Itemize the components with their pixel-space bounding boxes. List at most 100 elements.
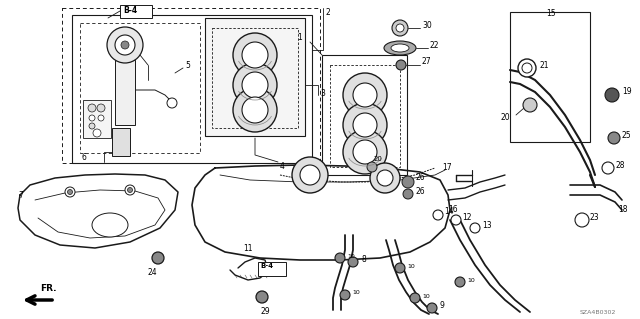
Circle shape [89, 115, 95, 121]
Circle shape [121, 41, 129, 49]
Circle shape [518, 59, 536, 77]
Text: B-4: B-4 [123, 6, 137, 15]
Text: 18: 18 [618, 205, 627, 214]
Circle shape [67, 189, 72, 195]
Circle shape [107, 27, 143, 63]
Circle shape [427, 303, 437, 313]
Text: 17: 17 [442, 164, 452, 173]
Text: 5: 5 [185, 61, 190, 70]
Text: 11: 11 [243, 244, 253, 253]
Bar [83, 100, 111, 138]
Circle shape [343, 130, 387, 174]
Text: 28: 28 [616, 160, 625, 169]
Circle shape [353, 113, 377, 137]
Circle shape [370, 163, 400, 193]
Text: 13: 13 [482, 220, 492, 229]
Circle shape [396, 24, 404, 32]
Circle shape [455, 277, 465, 287]
Text: 1: 1 [297, 33, 302, 42]
Text: FR.: FR. [40, 284, 56, 293]
Text: B-4: B-4 [260, 263, 273, 269]
Circle shape [242, 72, 268, 98]
Text: 3: 3 [320, 88, 325, 98]
Bar [120, 5, 152, 18]
Circle shape [340, 290, 350, 300]
Circle shape [353, 140, 377, 164]
Text: 26: 26 [415, 188, 424, 197]
Text: 23: 23 [590, 212, 600, 221]
Text: 10: 10 [347, 254, 355, 258]
Circle shape [343, 103, 387, 147]
Text: 27: 27 [422, 57, 431, 66]
Bar [330, 65, 400, 167]
Bar [62, 8, 320, 163]
Circle shape [65, 187, 75, 197]
Circle shape [152, 252, 164, 264]
Text: 10: 10 [467, 278, 475, 283]
Circle shape [348, 257, 358, 267]
Text: 6: 6 [82, 152, 87, 161]
Text: SZA4B0302: SZA4B0302 [580, 310, 616, 315]
Text: 16: 16 [448, 205, 458, 214]
Circle shape [115, 35, 135, 55]
Text: 7: 7 [18, 191, 23, 201]
Circle shape [451, 215, 461, 225]
Circle shape [88, 104, 96, 112]
Circle shape [242, 42, 268, 68]
Text: 25: 25 [622, 130, 632, 139]
Circle shape [433, 210, 443, 220]
Text: 2: 2 [325, 8, 330, 17]
Circle shape [523, 98, 537, 112]
Circle shape [242, 97, 268, 123]
Text: 30: 30 [422, 20, 432, 29]
Circle shape [377, 170, 393, 186]
Circle shape [396, 60, 406, 70]
Text: 19: 19 [622, 87, 632, 97]
Bar [115, 60, 135, 125]
Circle shape [353, 83, 377, 107]
Circle shape [292, 157, 328, 193]
Bar [510, 12, 590, 142]
Circle shape [233, 33, 277, 77]
Text: 4: 4 [280, 162, 285, 171]
Circle shape [98, 115, 104, 121]
Circle shape [367, 162, 377, 172]
Text: 10: 10 [352, 291, 360, 295]
Text: 24: 24 [148, 268, 157, 277]
Bar [205, 18, 305, 136]
Circle shape [392, 20, 408, 36]
Circle shape [575, 213, 589, 227]
Text: 12: 12 [462, 212, 472, 221]
Text: 21: 21 [540, 61, 550, 70]
Bar [212, 28, 298, 128]
Circle shape [89, 123, 95, 129]
Circle shape [335, 253, 345, 263]
Text: 15: 15 [546, 9, 556, 18]
Text: 10: 10 [422, 293, 429, 299]
Text: 14: 14 [444, 207, 454, 217]
Text: 20: 20 [374, 156, 383, 162]
Text: 26: 26 [415, 174, 424, 182]
Circle shape [470, 223, 480, 233]
Bar [322, 55, 407, 175]
Text: 22: 22 [430, 41, 440, 49]
Text: 8: 8 [362, 256, 367, 264]
Text: 9: 9 [440, 300, 445, 309]
Text: 29: 29 [260, 307, 270, 316]
Circle shape [233, 88, 277, 132]
Circle shape [403, 189, 413, 199]
Circle shape [602, 162, 614, 174]
Circle shape [343, 73, 387, 117]
Bar [80, 23, 200, 153]
Circle shape [233, 63, 277, 107]
Bar [72, 15, 312, 163]
Bar [112, 128, 130, 156]
Circle shape [410, 293, 420, 303]
Text: 20: 20 [500, 114, 510, 122]
Circle shape [395, 263, 405, 273]
Circle shape [300, 165, 320, 185]
Circle shape [522, 63, 532, 73]
Circle shape [605, 88, 619, 102]
Circle shape [167, 98, 177, 108]
Circle shape [97, 104, 105, 112]
